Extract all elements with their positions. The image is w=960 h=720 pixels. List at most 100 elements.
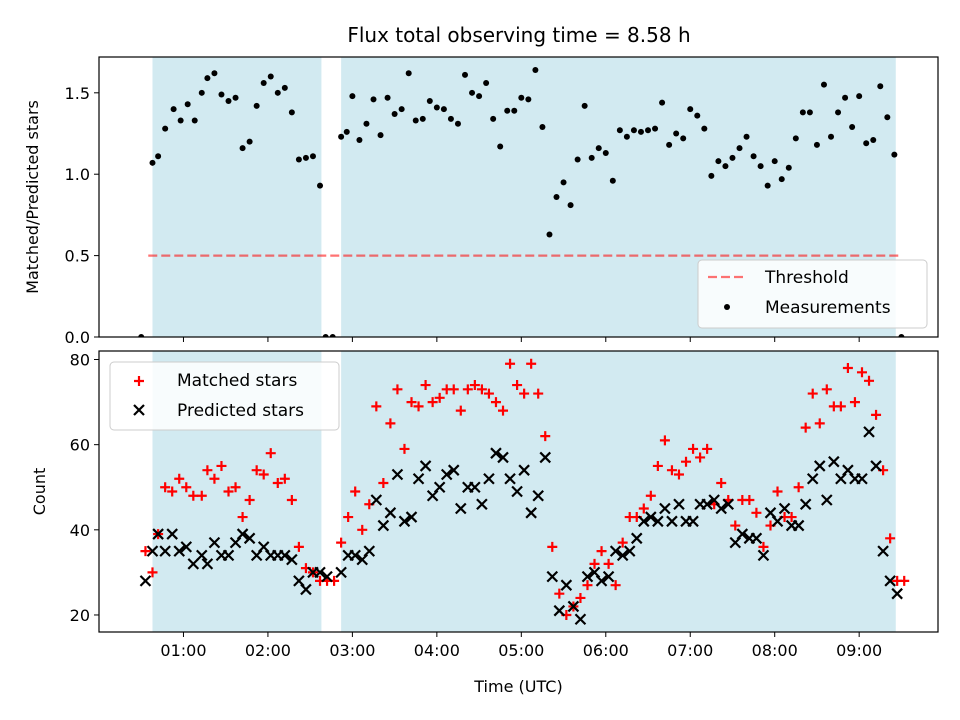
measurement-point bbox=[253, 102, 260, 109]
predicted-point bbox=[602, 570, 615, 583]
y-tick-label: 40 bbox=[70, 521, 90, 540]
predicted-point bbox=[370, 494, 383, 506]
predicted-point bbox=[560, 579, 573, 591]
matched-point bbox=[744, 495, 755, 506]
measurement-point bbox=[469, 89, 476, 96]
predicted-point bbox=[518, 464, 530, 476]
measurement-point bbox=[497, 143, 504, 150]
matched-point bbox=[589, 558, 600, 569]
x-tick-label: 06:00 bbox=[583, 641, 629, 660]
matched-point bbox=[730, 520, 741, 531]
predicted-point bbox=[870, 460, 882, 472]
matched-point bbox=[406, 397, 417, 408]
measurement-point bbox=[891, 151, 898, 158]
predicted-point bbox=[504, 472, 516, 485]
measurement-point bbox=[198, 89, 205, 96]
predicted-point bbox=[236, 528, 249, 540]
predicted-point bbox=[546, 570, 559, 583]
matched-point bbox=[526, 358, 537, 369]
matched-point bbox=[751, 507, 762, 518]
measurement-point bbox=[623, 133, 630, 140]
measurement-point bbox=[673, 130, 680, 137]
measurement-point bbox=[246, 138, 253, 145]
measurement-point bbox=[743, 133, 750, 140]
measurement-point bbox=[302, 154, 309, 161]
measurement-point bbox=[778, 176, 785, 183]
measurement-point bbox=[870, 137, 877, 144]
data-points bbox=[138, 67, 905, 337]
matched-point bbox=[554, 588, 565, 599]
predicted-point bbox=[828, 455, 840, 468]
predicted-point bbox=[497, 451, 509, 464]
measurement-point bbox=[177, 117, 184, 124]
predicted-point bbox=[877, 545, 889, 557]
matched-point bbox=[160, 482, 171, 493]
predicted-point bbox=[180, 541, 193, 553]
matched-point bbox=[582, 580, 593, 591]
matched-point bbox=[251, 465, 262, 476]
measurement-point bbox=[295, 156, 302, 163]
matched-point bbox=[378, 477, 389, 488]
matched-point bbox=[265, 448, 276, 459]
matched-point bbox=[688, 443, 699, 454]
measurement-point bbox=[260, 80, 267, 87]
predicted-point bbox=[208, 536, 221, 549]
measurement-point bbox=[391, 110, 398, 117]
matched-point bbox=[209, 473, 220, 484]
matched-point bbox=[772, 486, 783, 497]
measurement-point bbox=[567, 202, 574, 209]
predicted-point bbox=[525, 507, 537, 519]
legend: Matched stars Predicted stars bbox=[109, 361, 340, 431]
predicted-point bbox=[778, 502, 791, 515]
matched-point bbox=[476, 384, 487, 395]
predicted-point bbox=[715, 502, 727, 515]
measurement-point bbox=[138, 334, 145, 337]
x-tick-label: 05:00 bbox=[498, 641, 544, 660]
predicted-point bbox=[201, 558, 214, 570]
measurement-point bbox=[433, 104, 440, 111]
measurement-point bbox=[687, 106, 694, 113]
matched-point bbox=[230, 482, 241, 493]
measurement-point bbox=[736, 145, 743, 152]
measurement-point bbox=[680, 135, 687, 142]
matched-point bbox=[272, 477, 283, 488]
measurement-point bbox=[532, 67, 539, 74]
measurement-point bbox=[849, 124, 856, 130]
measurement-point bbox=[560, 179, 567, 186]
y-tick-label: 1.0 bbox=[65, 165, 90, 184]
measurement-point bbox=[602, 150, 609, 157]
legend-predicted-label: Predicted stars bbox=[177, 401, 304, 421]
predicted-point bbox=[701, 498, 713, 511]
matched-point bbox=[864, 375, 875, 386]
matched-point bbox=[842, 363, 853, 374]
measurement-point bbox=[462, 71, 469, 78]
predicted-point bbox=[645, 511, 657, 523]
matched-point bbox=[596, 546, 607, 557]
matched-point bbox=[413, 401, 424, 412]
measurement-point bbox=[191, 117, 198, 124]
measurement-point bbox=[546, 231, 553, 238]
measurement-point bbox=[343, 128, 350, 135]
matched-point bbox=[716, 477, 727, 488]
measurement-point bbox=[518, 94, 525, 101]
legend-box bbox=[109, 361, 340, 431]
measurement-point bbox=[659, 99, 666, 106]
measurement-point bbox=[813, 141, 820, 148]
measurement-point bbox=[792, 135, 799, 142]
matched-point bbox=[448, 384, 459, 395]
predicted-point bbox=[412, 472, 425, 485]
predicted-point bbox=[574, 613, 587, 626]
matched-point bbox=[695, 452, 706, 463]
legend-matched-label: Matched stars bbox=[177, 371, 297, 391]
measurement-point bbox=[483, 80, 490, 87]
predicted-point bbox=[736, 528, 749, 540]
matched-point bbox=[793, 482, 804, 493]
measurement-point bbox=[419, 115, 426, 122]
measurement-point bbox=[799, 109, 806, 116]
matched-point bbox=[814, 418, 825, 429]
measurement-point bbox=[574, 156, 581, 163]
predicted-point bbox=[666, 515, 678, 528]
measurement-point bbox=[454, 120, 461, 127]
measurement-point bbox=[715, 158, 722, 165]
matched-point bbox=[899, 575, 910, 586]
